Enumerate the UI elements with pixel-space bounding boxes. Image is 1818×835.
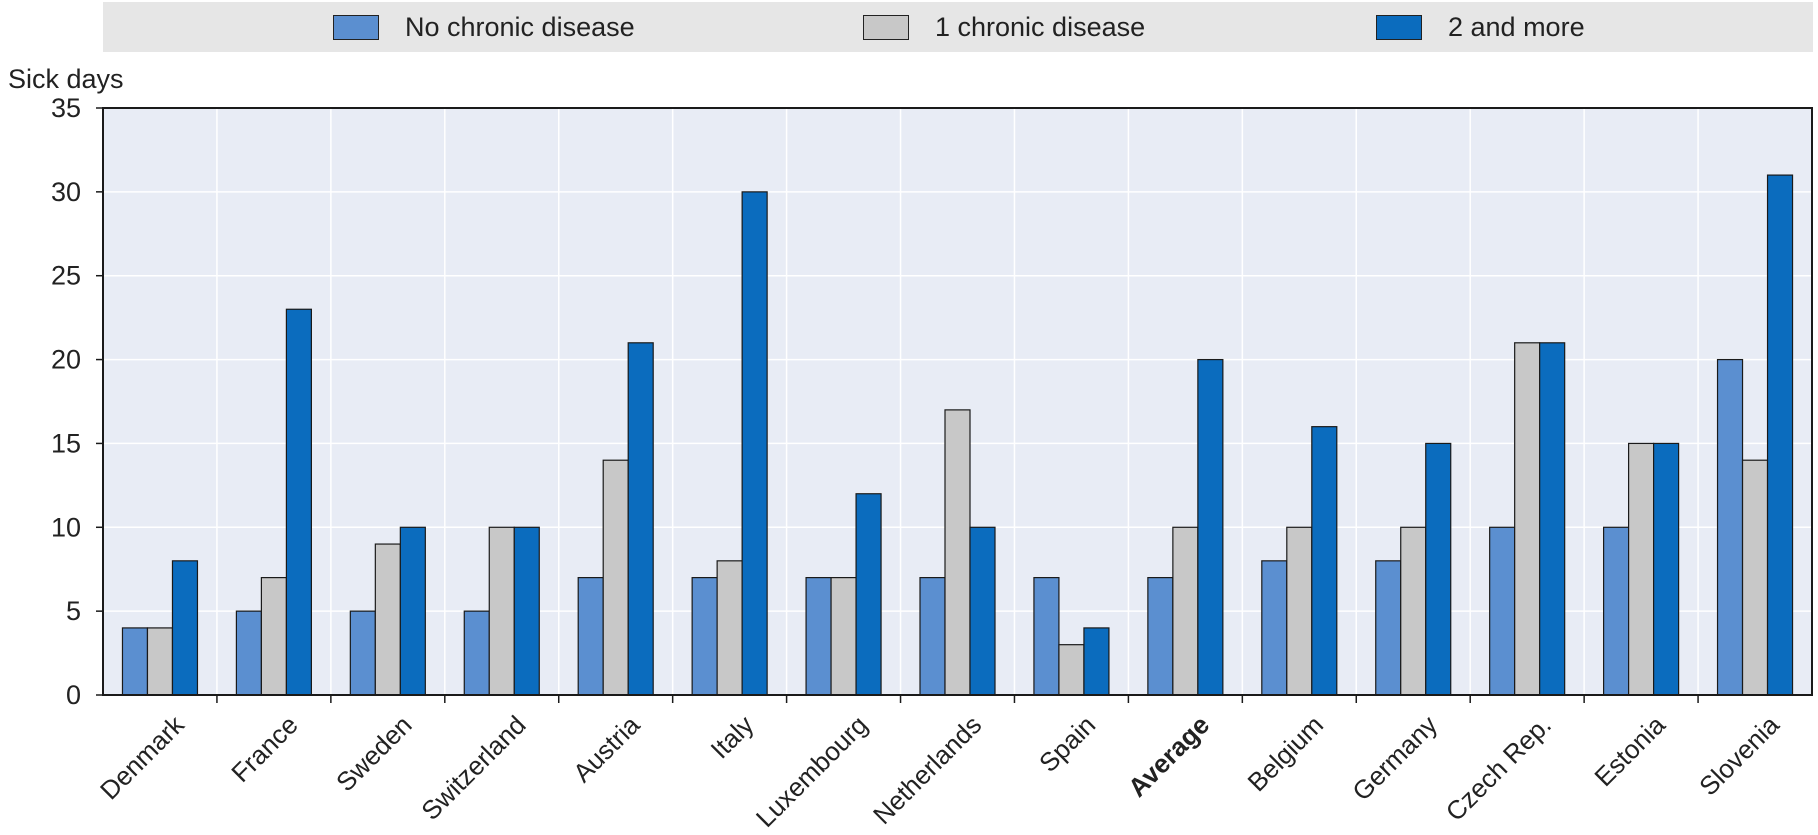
bar-austria-series-3 [627,342,654,696]
bar-czechrep-series-3 [1539,342,1566,696]
x-tick-label-france: France [225,710,303,788]
y-tick-label-25: 25 [51,261,81,291]
bar-czechrep-series-1 [1489,526,1516,696]
bar-luxembourg-series-2 [830,576,857,696]
x-tick-label-sweden: Sweden [330,710,418,798]
bar-austria-series-2 [602,459,629,696]
legend-label-one-chronic: 1 chronic disease [935,12,1146,42]
bar-germany-series-1 [1375,560,1402,696]
y-tick-label-5: 5 [66,596,81,626]
legend-swatch-one-chronic [863,15,909,40]
bar-switzerland-series-2 [488,526,515,696]
x-tick-label-denmark: Denmark [94,709,191,806]
bar-germany-series-2 [1400,526,1427,696]
legend-label-no-chronic: No chronic disease [405,12,635,42]
bar-average-series-3 [1197,358,1224,696]
bar-estonia-series-3 [1652,442,1680,696]
bar-belgium-series-1 [1261,560,1288,696]
y-tick-label-15: 15 [51,428,81,458]
y-tick-label-20: 20 [51,345,81,375]
x-tick-label-estonia: Estonia [1588,709,1671,792]
bar-denmark-series-3 [171,560,199,696]
x-tick-label-czechrep: Czech Rep. [1440,710,1557,827]
y-tick-label-10: 10 [51,512,81,542]
bar-spain-series-1 [1033,576,1060,696]
legend-item-two-more: 2 and more [1376,12,1585,42]
x-tick-label-belgium: Belgium [1241,710,1329,798]
bar-switzerland-series-1 [463,610,490,696]
bar-average-series-1 [1147,576,1174,696]
bar-sweden-series-1 [349,610,376,696]
bar-spain-series-3 [1083,627,1110,696]
bar-france-series-3 [285,308,312,696]
x-tick-label-switzerland: Switzerland [415,710,531,826]
bar-spain-series-2 [1058,644,1085,696]
bar-germany-series-3 [1425,442,1452,696]
bar-austria-series-1 [577,576,604,696]
y-axis-label: Sick days [8,64,124,94]
x-tick-label-average: Average [1122,710,1215,803]
x-tick-label-slovenia: Slovenia [1693,709,1785,801]
plot-border [102,107,1813,696]
bar-czechrep-series-2 [1514,342,1541,696]
bar-estonia-series-2 [1627,442,1655,696]
x-tick-label-italy: Italy [705,710,760,765]
legend-item-one-chronic: 1 chronic disease [863,12,1146,42]
legend: No chronic disease 1 chronic disease 2 a… [103,2,1813,52]
x-tick-label-spain: Spain [1033,710,1101,778]
bar-slovenia-series-2 [1741,459,1769,696]
x-tick-label-luxembourg: Luxembourg [750,710,873,833]
legend-label-two-more: 2 and more [1448,12,1585,42]
legend-swatch-no-chronic [333,15,379,40]
y-tick-label-0: 0 [66,680,81,710]
bar-france-series-1 [235,610,262,696]
bar-luxembourg-series-1 [805,576,832,696]
bar-belgium-series-2 [1286,526,1313,696]
bar-luxembourg-series-3 [855,493,882,696]
legend-item-no-chronic: No chronic disease [333,12,635,42]
bar-denmark-series-2 [146,627,174,696]
x-tick-label-netherlands: Netherlands [867,710,987,830]
bar-sweden-series-3 [399,526,426,696]
bar-netherlands-series-2 [944,409,971,696]
bar-denmark-series-1 [121,627,149,696]
legend-swatch-two-more [1376,15,1422,40]
bar-slovenia-series-1 [1716,358,1744,696]
bar-estonia-series-1 [1602,526,1630,696]
bar-italy-series-3 [741,191,768,696]
bar-belgium-series-3 [1311,426,1338,696]
y-tick-label-30: 30 [51,177,81,207]
bar-slovenia-series-3 [1766,174,1794,696]
bar-sweden-series-2 [374,543,401,696]
x-tick-label-austria: Austria [567,709,646,788]
bar-netherlands-series-3 [969,526,996,696]
bar-netherlands-series-1 [919,576,946,696]
bar-italy-series-1 [691,576,718,696]
bar-italy-series-2 [716,560,743,696]
x-tick-label-germany: Germany [1346,710,1443,807]
y-tick-label-35: 35 [51,93,81,123]
bar-france-series-2 [260,576,287,696]
bar-switzerland-series-3 [513,526,540,696]
bar-average-series-2 [1172,526,1199,696]
